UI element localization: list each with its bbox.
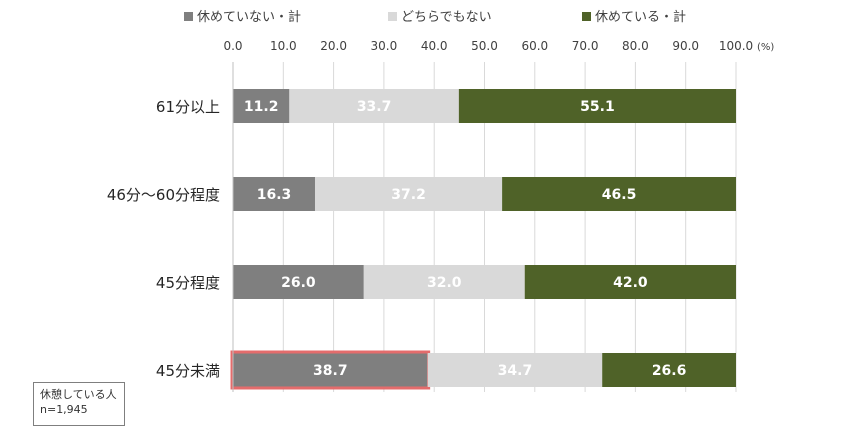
legend-label: 休めている・計	[595, 9, 686, 25]
bar-segment	[524, 265, 736, 299]
data-label: 33.7	[357, 99, 392, 115]
data-label: 32.0	[427, 275, 462, 291]
x-tick-label: 70.0	[572, 39, 599, 53]
x-tick-label: 80.0	[622, 39, 649, 53]
data-label: 34.7	[498, 363, 533, 379]
data-label: 37.2	[391, 187, 426, 203]
data-label: 38.7	[313, 363, 348, 379]
legend-label: どちらでもない	[401, 10, 492, 25]
bar-segment	[233, 89, 290, 123]
x-tick-label: 90.0	[672, 39, 699, 53]
category-label: 61分以上	[156, 98, 220, 116]
sample-note: 休憩している人 n=1,945	[33, 382, 125, 426]
legend-label: 休めていない・計	[197, 9, 301, 25]
category-label: 46分～60分程度	[107, 186, 220, 204]
bar-segment	[427, 353, 603, 387]
bar-segment	[458, 89, 736, 123]
x-tick-label: 40.0	[421, 39, 448, 53]
x-tick-label: 50.0	[471, 39, 498, 53]
data-label: 11.2	[244, 99, 279, 115]
x-tick-label: 10.0	[270, 39, 297, 53]
bar-segment	[602, 353, 736, 387]
data-label: 55.1	[580, 99, 615, 115]
data-label: 42.0	[613, 275, 648, 291]
x-tick-label: 60.0	[521, 39, 548, 53]
bar-segment	[233, 265, 364, 299]
data-label: 16.3	[257, 187, 292, 203]
category-label: 45分未満	[156, 362, 220, 380]
data-label: 46.5	[602, 187, 637, 203]
legend-swatch	[184, 12, 193, 21]
x-unit-label: (%)	[757, 42, 774, 53]
data-label: 26.6	[652, 363, 687, 379]
x-tick-label: 100.0	[719, 39, 753, 53]
x-tick-label: 30.0	[371, 39, 398, 53]
bar-segment	[233, 177, 315, 211]
bar-segment	[314, 177, 503, 211]
bar-segment	[363, 265, 525, 299]
x-tick-label: 20.0	[320, 39, 347, 53]
category-label: 45分程度	[156, 274, 220, 292]
data-label: 26.0	[281, 275, 316, 291]
bar-segment	[502, 177, 736, 211]
legend-swatch	[582, 12, 591, 21]
bar-segment	[233, 353, 428, 387]
x-tick-label: 0.0	[223, 39, 242, 53]
sample-note-label: 休憩している人	[40, 388, 117, 401]
sample-note-count: n=1,945	[40, 403, 88, 416]
legend-swatch	[388, 12, 397, 21]
bar-segment	[289, 89, 459, 123]
